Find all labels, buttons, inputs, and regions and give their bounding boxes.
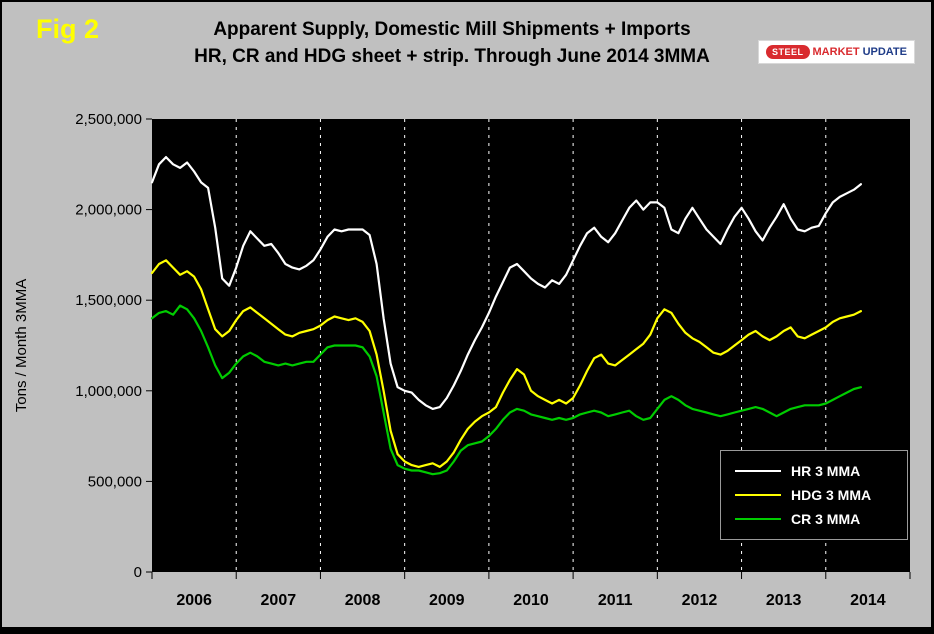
chart-title-line-2: HR, CR and HDG sheet + strip. Through Ju… <box>194 46 710 67</box>
legend-item-hr-3-mma: HR 3 MMA <box>735 463 893 479</box>
chart-title-line-1: Apparent Supply, Domestic Mill Shipments… <box>213 19 691 40</box>
series-line-cr-3-mma <box>150 304 863 476</box>
legend-line-sample <box>735 518 781 520</box>
legend: HR 3 MMA HDG 3 MMA CR 3 MMA <box>720 450 908 540</box>
legend-label: HDG 3 MMA <box>791 487 872 503</box>
y-tick-label: 1,000,000 <box>75 383 142 400</box>
y-tick-label: 0 <box>134 564 142 581</box>
series-line-hr-3-mma <box>150 155 863 410</box>
x-year-label: 2008 <box>345 592 381 609</box>
legend-item-cr-3-mma: CR 3 MMA <box>735 511 893 527</box>
y-axis-title: Tons / Month 3MMA <box>13 279 30 412</box>
legend-label: CR 3 MMA <box>791 511 861 527</box>
legend-item-hdg-3-mma: HDG 3 MMA <box>735 487 893 503</box>
y-tick-label: 2,000,000 <box>75 202 142 219</box>
legend-label: HR 3 MMA <box>791 463 861 479</box>
steel-market-update-logo: STEEL MARKET UPDATE <box>758 40 915 64</box>
x-year-label: 2012 <box>682 592 718 609</box>
figure-label: Fig 2 <box>36 14 100 44</box>
logo-market-text: MARKET <box>812 46 860 58</box>
x-year-label: 2009 <box>429 592 465 609</box>
legend-line-sample <box>735 470 781 472</box>
chart-plot: 0 500,000 1,000,000 1,500,000 2,000,000 2,500… <box>13 111 911 609</box>
series-line-hdg-3-mma <box>150 259 863 468</box>
chart-title: Apparent Supply, Domestic Mill Shipments… <box>142 16 762 70</box>
legend-line-sample <box>735 494 781 496</box>
y-tick-label: 1,500,000 <box>75 292 142 309</box>
x-year-label: 2010 <box>513 592 549 609</box>
y-tick-label: 500,000 <box>88 473 142 490</box>
x-year-label: 2011 <box>598 592 633 609</box>
x-year-label: 2013 <box>766 592 802 609</box>
x-year-label: 2006 <box>176 592 212 609</box>
x-year-label: 2007 <box>261 592 297 609</box>
y-tick-label: 2,500,000 <box>75 111 142 128</box>
logo-update-text: UPDATE <box>862 46 907 58</box>
x-year-label: 2014 <box>850 592 886 609</box>
logo-steel-badge: STEEL <box>766 45 810 59</box>
